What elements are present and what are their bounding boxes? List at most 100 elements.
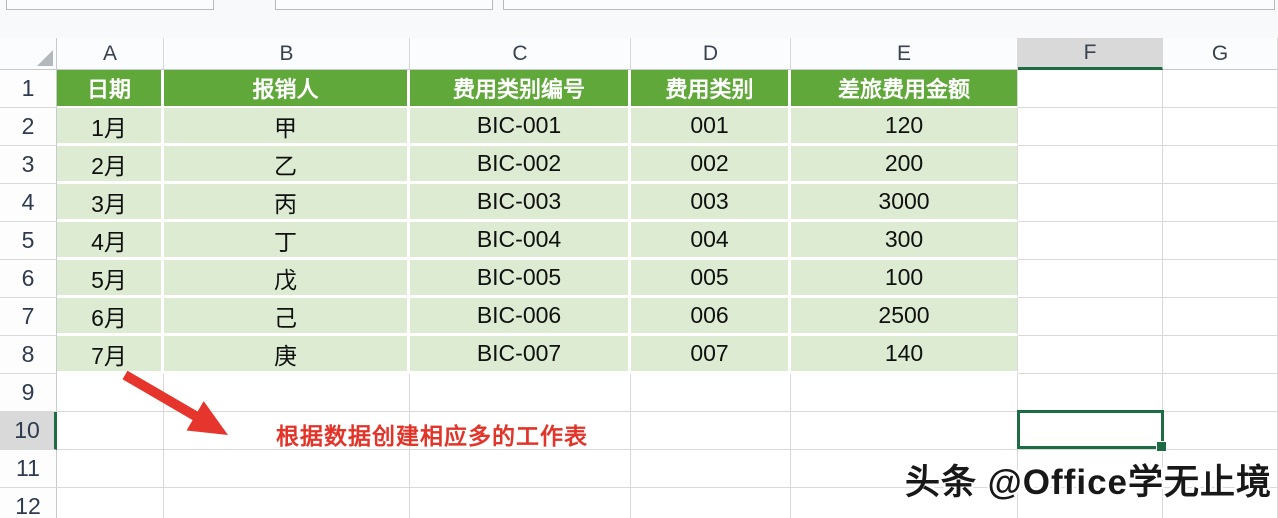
cell-D7[interactable]: 006 bbox=[631, 298, 791, 336]
cell-F10[interactable] bbox=[1018, 412, 1163, 450]
cell-E2[interactable]: 120 bbox=[791, 108, 1018, 146]
cell-A12[interactable] bbox=[57, 488, 164, 518]
cell-F6[interactable] bbox=[1018, 260, 1163, 298]
cell-C6[interactable]: BIC-005 bbox=[410, 260, 631, 298]
cell-B6[interactable]: 戊 bbox=[164, 260, 410, 298]
cell-A9[interactable] bbox=[57, 374, 164, 412]
row-header-7[interactable]: 7 bbox=[0, 298, 57, 336]
cell-B4[interactable]: 丙 bbox=[164, 184, 410, 222]
cell-F8[interactable] bbox=[1018, 336, 1163, 374]
cell-B7[interactable]: 己 bbox=[164, 298, 410, 336]
cell-G5[interactable] bbox=[1163, 222, 1278, 260]
cell-G6[interactable] bbox=[1163, 260, 1278, 298]
cell-C4[interactable]: BIC-003 bbox=[410, 184, 631, 222]
function-box[interactable] bbox=[275, 0, 493, 10]
cell-G11[interactable] bbox=[1163, 450, 1278, 488]
cell-B5[interactable]: 丁 bbox=[164, 222, 410, 260]
cell-G1[interactable] bbox=[1163, 70, 1278, 108]
cell-F9[interactable] bbox=[1018, 374, 1163, 412]
cell-G3[interactable] bbox=[1163, 146, 1278, 184]
row-header-5[interactable]: 5 bbox=[0, 222, 57, 260]
cell-D8[interactable]: 007 bbox=[631, 336, 791, 374]
cell-G7[interactable] bbox=[1163, 298, 1278, 336]
cell-A8[interactable]: 7月 bbox=[57, 336, 164, 374]
row-header-3[interactable]: 3 bbox=[0, 146, 57, 184]
column-header-D[interactable]: D bbox=[631, 38, 791, 70]
cell-F2[interactable] bbox=[1018, 108, 1163, 146]
cell-G10[interactable] bbox=[1163, 412, 1278, 450]
cell-C11[interactable] bbox=[410, 450, 631, 488]
cell-E9[interactable] bbox=[791, 374, 1018, 412]
row-header-6[interactable]: 6 bbox=[0, 260, 57, 298]
cell-C10[interactable] bbox=[410, 412, 631, 450]
cell-B12[interactable] bbox=[164, 488, 410, 518]
cell-A3[interactable]: 2月 bbox=[57, 146, 164, 184]
cell-C2[interactable]: BIC-001 bbox=[410, 108, 631, 146]
cell-C5[interactable]: BIC-004 bbox=[410, 222, 631, 260]
cell-B1[interactable]: 报销人 bbox=[164, 70, 410, 108]
select-all-button[interactable] bbox=[0, 38, 57, 70]
cell-F7[interactable] bbox=[1018, 298, 1163, 336]
column-header-A[interactable]: A bbox=[57, 38, 164, 70]
column-header-F[interactable]: F bbox=[1018, 38, 1163, 70]
cell-A10[interactable] bbox=[57, 412, 164, 450]
cell-A5[interactable]: 4月 bbox=[57, 222, 164, 260]
cell-F3[interactable] bbox=[1018, 146, 1163, 184]
cell-E3[interactable]: 200 bbox=[791, 146, 1018, 184]
cell-D3[interactable]: 002 bbox=[631, 146, 791, 184]
fill-handle[interactable] bbox=[1156, 441, 1167, 452]
cell-B9[interactable] bbox=[164, 374, 410, 412]
cell-F4[interactable] bbox=[1018, 184, 1163, 222]
row-header-1[interactable]: 1 bbox=[0, 70, 57, 108]
cell-B3[interactable]: 乙 bbox=[164, 146, 410, 184]
cell-B11[interactable] bbox=[164, 450, 410, 488]
cell-C9[interactable] bbox=[410, 374, 631, 412]
row-header-8[interactable]: 8 bbox=[0, 336, 57, 374]
cell-E7[interactable]: 2500 bbox=[791, 298, 1018, 336]
cell-G2[interactable] bbox=[1163, 108, 1278, 146]
cell-C12[interactable] bbox=[410, 488, 631, 518]
cell-D11[interactable] bbox=[631, 450, 791, 488]
cell-D2[interactable]: 001 bbox=[631, 108, 791, 146]
column-header-C[interactable]: C bbox=[410, 38, 631, 70]
column-header-E[interactable]: E bbox=[791, 38, 1018, 70]
cell-A6[interactable]: 5月 bbox=[57, 260, 164, 298]
cell-C8[interactable]: BIC-007 bbox=[410, 336, 631, 374]
cell-E11[interactable] bbox=[791, 450, 1018, 488]
cell-C1[interactable]: 费用类别编号 bbox=[410, 70, 631, 108]
cell-E12[interactable] bbox=[791, 488, 1018, 518]
cell-D5[interactable]: 004 bbox=[631, 222, 791, 260]
cell-F5[interactable] bbox=[1018, 222, 1163, 260]
cell-E1[interactable]: 差旅费用金额 bbox=[791, 70, 1018, 108]
cell-D6[interactable]: 005 bbox=[631, 260, 791, 298]
cell-G8[interactable] bbox=[1163, 336, 1278, 374]
cell-F11[interactable] bbox=[1018, 450, 1163, 488]
cell-A7[interactable]: 6月 bbox=[57, 298, 164, 336]
cell-D10[interactable] bbox=[631, 412, 791, 450]
name-box[interactable] bbox=[6, 0, 214, 10]
row-header-9[interactable]: 9 bbox=[0, 374, 57, 412]
formula-bar[interactable] bbox=[503, 0, 1275, 10]
row-header-11[interactable]: 11 bbox=[0, 450, 57, 488]
cell-D12[interactable] bbox=[631, 488, 791, 518]
column-header-G[interactable]: G bbox=[1163, 38, 1278, 70]
cell-A11[interactable] bbox=[57, 450, 164, 488]
cell-B2[interactable]: 甲 bbox=[164, 108, 410, 146]
row-header-4[interactable]: 4 bbox=[0, 184, 57, 222]
cell-F12[interactable] bbox=[1018, 488, 1163, 518]
cell-D1[interactable]: 费用类别 bbox=[631, 70, 791, 108]
cell-E6[interactable]: 100 bbox=[791, 260, 1018, 298]
row-header-10[interactable]: 10 bbox=[0, 412, 57, 450]
cell-C3[interactable]: BIC-002 bbox=[410, 146, 631, 184]
cell-F1[interactable] bbox=[1018, 70, 1163, 108]
cell-D4[interactable]: 003 bbox=[631, 184, 791, 222]
cell-E8[interactable]: 140 bbox=[791, 336, 1018, 374]
cell-G4[interactable] bbox=[1163, 184, 1278, 222]
cell-E5[interactable]: 300 bbox=[791, 222, 1018, 260]
cell-B8[interactable]: 庚 bbox=[164, 336, 410, 374]
cell-E10[interactable] bbox=[791, 412, 1018, 450]
cell-C7[interactable]: BIC-006 bbox=[410, 298, 631, 336]
cell-D9[interactable] bbox=[631, 374, 791, 412]
cell-A4[interactable]: 3月 bbox=[57, 184, 164, 222]
cell-G12[interactable] bbox=[1163, 488, 1278, 518]
